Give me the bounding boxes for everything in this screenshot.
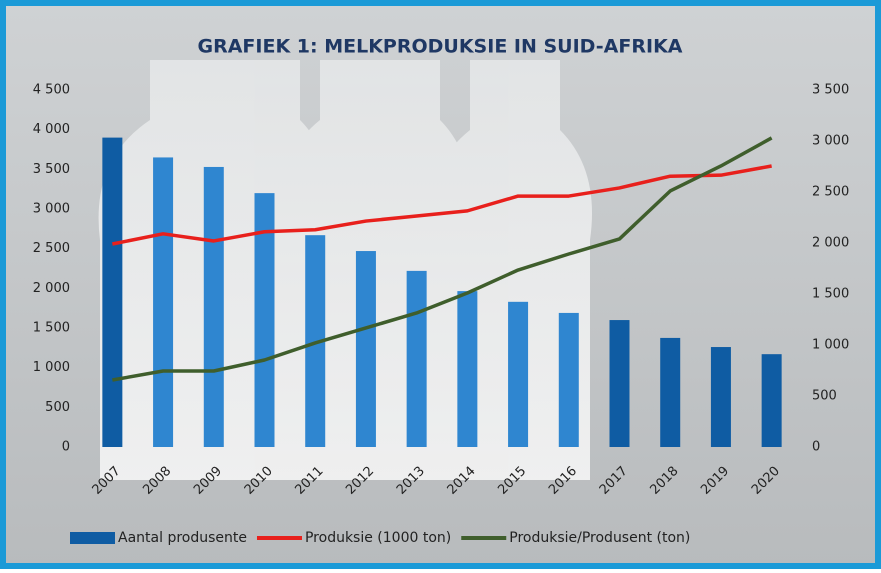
y-tick-label: 1 000: [33, 360, 70, 375]
bar: [254, 193, 275, 447]
y2-tick-label: 1 500: [812, 287, 849, 302]
legend-label: Produksie/Produsent (ton): [509, 530, 690, 546]
bar: [203, 166, 224, 447]
legend-label: Aantal produsente: [118, 530, 247, 546]
y2-tick-label: 3 500: [812, 83, 849, 98]
bar: [558, 312, 579, 447]
bar: [508, 301, 529, 447]
y-tick-label: 4 500: [33, 83, 70, 98]
bar: [153, 157, 174, 447]
y-tick-label: 4 000: [33, 122, 70, 137]
bar: [710, 347, 731, 447]
legend-swatch: [70, 532, 115, 544]
y2-tick-label: 1 000: [812, 338, 849, 353]
bar: [355, 251, 376, 447]
y-tick-label: 2 000: [33, 281, 70, 296]
y-tick-label: 500: [45, 400, 70, 415]
bar: [761, 354, 782, 447]
y2-tick-label: 3 000: [812, 134, 849, 149]
y2-tick-label: 500: [812, 389, 837, 404]
bar: [457, 291, 478, 447]
y-tick-label: 3 500: [33, 162, 70, 177]
bar: [660, 337, 681, 447]
y-tick-label: 1 500: [33, 321, 70, 336]
chart-title: GRAFIEK 1: MELKPRODUKSIE IN SUID-AFRIKA: [197, 36, 682, 58]
y2-tick-label: 2 500: [812, 185, 849, 200]
line: [112, 164, 772, 246]
y-tick-label: 3 000: [33, 202, 70, 217]
bar: [609, 320, 630, 447]
bar: [305, 235, 326, 447]
y2-tick-label: 2 000: [812, 236, 849, 251]
bar: [102, 137, 123, 447]
y2-tick-label: 0: [812, 440, 820, 455]
y-tick-label: 2 500: [33, 241, 70, 256]
y-tick-label: 0: [62, 440, 70, 455]
legend-label: Produksie (1000 ton): [305, 530, 451, 546]
line: [112, 136, 773, 382]
bar: [406, 270, 427, 447]
